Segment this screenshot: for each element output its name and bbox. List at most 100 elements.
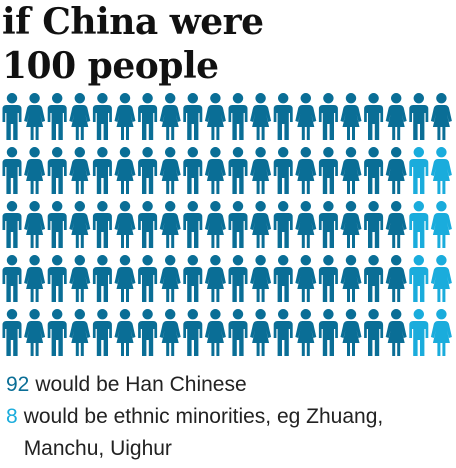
person-icon-han <box>48 201 67 248</box>
legend-row-minorities: 8 would be ethnic minorities, eg Zhuang,… <box>6 401 446 465</box>
person-icon <box>3 309 22 356</box>
person-icon-han <box>93 201 112 248</box>
person-icon-han <box>341 147 362 194</box>
person-icon <box>229 255 248 302</box>
person-icon-han <box>183 255 202 302</box>
person-icon <box>160 201 181 248</box>
person-icon-minority <box>431 309 452 356</box>
person-icon-han <box>115 147 136 194</box>
person-icon-han <box>341 201 362 248</box>
person-icon <box>205 93 226 140</box>
person-icon <box>364 147 383 194</box>
person-icon <box>229 201 248 248</box>
person-icon-han <box>431 93 452 140</box>
person-icon-han <box>250 255 271 302</box>
person-icon-han <box>386 147 407 194</box>
person-icon-han <box>69 147 90 194</box>
person-icon-han <box>205 255 226 302</box>
person-icon <box>274 147 293 194</box>
person-icon <box>431 309 452 356</box>
person-icon-han <box>229 93 248 140</box>
person-icon <box>3 255 22 302</box>
person-icon <box>386 255 407 302</box>
person-icon-han <box>319 93 338 140</box>
person-icon-han <box>115 201 136 248</box>
person-icon-han <box>160 201 181 248</box>
page-title: if China were 100 people <box>2 0 452 88</box>
person-icon <box>183 201 202 248</box>
person-icon-han <box>48 255 67 302</box>
person-icon <box>250 201 271 248</box>
person-icon <box>295 201 316 248</box>
person-icon <box>295 255 316 302</box>
person-icon <box>24 255 45 302</box>
person-icon <box>93 93 112 140</box>
person-icon-han <box>341 93 362 140</box>
person-icon-han <box>160 93 181 140</box>
person-icon-han <box>183 93 202 140</box>
person-icon <box>183 309 202 356</box>
person-icon <box>386 309 407 356</box>
person-icon-han <box>386 93 407 140</box>
person-icon <box>274 309 293 356</box>
person-icon-han <box>138 309 157 356</box>
person-icon-han <box>386 309 407 356</box>
person-icon <box>409 255 428 302</box>
person-icon <box>115 255 136 302</box>
person-icon-han <box>115 255 136 302</box>
person-icon-han <box>138 147 157 194</box>
person-icon-han <box>69 93 90 140</box>
person-icon-han <box>274 201 293 248</box>
person-icon <box>409 309 428 356</box>
person-icon <box>319 147 338 194</box>
person-icon-han <box>319 255 338 302</box>
person-icon-han <box>319 309 338 356</box>
person-icon <box>138 201 157 248</box>
person-icon <box>431 147 452 194</box>
person-icon <box>48 309 67 356</box>
person-icon-minority <box>431 201 452 248</box>
person-icon-han <box>364 93 383 140</box>
person-icon-han <box>24 201 45 248</box>
person-icon <box>250 255 271 302</box>
person-icon <box>24 93 45 140</box>
person-icon <box>93 255 112 302</box>
person-icon <box>386 147 407 194</box>
person-icon-han <box>229 309 248 356</box>
person-icon <box>250 309 271 356</box>
person-icon-han <box>48 93 67 140</box>
person-icon <box>69 147 90 194</box>
legend: 92 would be Han Chinese 8 would be ethni… <box>6 369 446 465</box>
person-icon <box>205 309 226 356</box>
person-icon-han <box>250 147 271 194</box>
person-icon-han <box>69 255 90 302</box>
person-icon-han <box>274 147 293 194</box>
person-icon-han <box>229 147 248 194</box>
legend-count-minorities: 8 <box>6 401 18 433</box>
person-icon <box>341 255 362 302</box>
person-icon-han <box>69 309 90 356</box>
person-icon <box>229 93 248 140</box>
person-icon <box>183 255 202 302</box>
person-icon-han <box>24 309 45 356</box>
person-icon <box>364 93 383 140</box>
person-icon-han <box>386 201 407 248</box>
person-icon <box>409 201 428 248</box>
person-icon-han <box>93 309 112 356</box>
person-icon <box>93 147 112 194</box>
person-icon-han <box>364 309 383 356</box>
person-icon-han <box>341 255 362 302</box>
person-icon-han <box>183 309 202 356</box>
person-icon <box>341 201 362 248</box>
person-icon-han <box>250 309 271 356</box>
person-icon-han <box>24 255 45 302</box>
person-icon <box>3 93 22 140</box>
person-icon <box>295 309 316 356</box>
person-icon <box>341 309 362 356</box>
person-icon-minority <box>409 201 428 248</box>
person-icon <box>24 147 45 194</box>
title-line-1: if China were <box>2 0 452 44</box>
person-icon <box>69 255 90 302</box>
person-icon <box>24 201 45 248</box>
person-icon-han <box>3 255 22 302</box>
